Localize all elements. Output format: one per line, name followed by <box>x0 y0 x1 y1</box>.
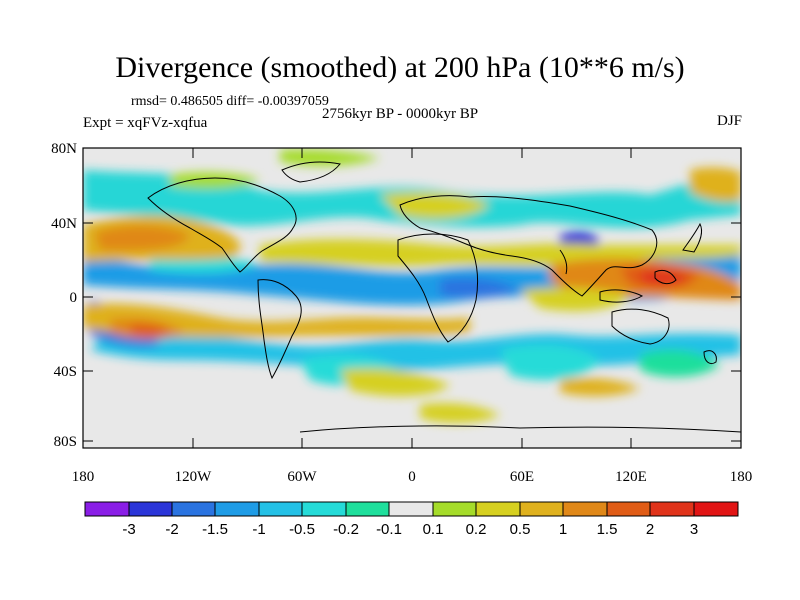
lat-axis: 80N 40N 0 40S 80S <box>51 141 741 450</box>
colorbar-swatch <box>302 502 346 516</box>
colorbar-label: 0.5 <box>510 521 531 538</box>
colorbar-swatches <box>85 502 738 516</box>
lon-tick-label: 0 <box>408 469 416 485</box>
colorbar-swatch <box>172 502 215 516</box>
time-period: 2756kyr BP - 0000kyr BP <box>322 106 479 122</box>
map-plot: 80N 40N 0 40S 80S 180 120W 60W 0 60E <box>51 141 752 485</box>
colorbar: -3 -2 -1.5 -1 -0.5 -0.2 -0.1 0.1 0.2 0.5… <box>84 501 739 538</box>
colorbar-label: -0.1 <box>376 521 402 538</box>
colorbar-frame <box>84 501 739 517</box>
colorbar-label: 0.1 <box>423 521 444 538</box>
lon-tick-label: 180 <box>72 469 95 485</box>
colorbar-label: 0.2 <box>466 521 487 538</box>
colorbar-swatch <box>563 502 607 516</box>
colorbar-label: 3 <box>690 521 698 538</box>
lon-tick-label: 120E <box>615 469 647 485</box>
lat-tick-label: 40N <box>51 216 77 232</box>
lat-tick-label: 80S <box>54 434 77 450</box>
colorbar-swatch <box>607 502 650 516</box>
colorbar-swatch <box>433 502 476 516</box>
colorbar-swatch <box>85 502 129 516</box>
colorbar-swatch <box>259 502 302 516</box>
experiment-label: Expt = xqFVz-xqfua <box>83 115 208 131</box>
colorbar-labels: -3 -2 -1.5 -1 -0.5 -0.2 -0.1 0.1 0.2 0.5… <box>122 521 698 538</box>
lon-axis: 180 120W 60W 0 60E 120E 180 <box>72 148 753 485</box>
colorbar-label: 1 <box>559 521 567 538</box>
plot-title: Divergence (smoothed) at 200 hPa (10**6 … <box>115 51 685 84</box>
lon-tick-label: 120W <box>175 469 213 485</box>
colorbar-swatch <box>520 502 563 516</box>
colorbar-swatch <box>129 502 172 516</box>
lon-tick-label: 60W <box>287 469 317 485</box>
lat-tick-label: 40S <box>54 364 77 380</box>
colorbar-label: -1 <box>252 521 265 538</box>
lon-tick-label: 180 <box>730 469 753 485</box>
colorbar-dividers <box>128 502 695 516</box>
divergence-field <box>83 149 741 423</box>
colorbar-swatch <box>215 502 259 516</box>
colorbar-label: -2 <box>165 521 178 538</box>
season-label: DJF <box>716 113 742 129</box>
colorbar-label: 1.5 <box>597 521 618 538</box>
stats-text: rmsd= 0.486505 diff= -0.00397059 <box>131 94 329 109</box>
colorbar-label: -0.5 <box>289 521 315 538</box>
colorbar-label: 2 <box>646 521 654 538</box>
colorbar-swatch <box>476 502 520 516</box>
coastlines <box>147 161 741 433</box>
colorbar-label: -3 <box>122 521 135 538</box>
lat-tick-label: 0 <box>70 290 78 306</box>
colorbar-swatch <box>694 502 738 516</box>
lon-tick-label: 60E <box>510 469 534 485</box>
colorbar-swatch <box>346 502 389 516</box>
colorbar-label: -1.5 <box>202 521 228 538</box>
colorbar-label: -0.2 <box>333 521 359 538</box>
colorbar-swatch <box>389 502 433 516</box>
lat-tick-label: 80N <box>51 141 77 157</box>
colorbar-swatch <box>650 502 694 516</box>
